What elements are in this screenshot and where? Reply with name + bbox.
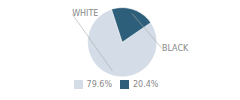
svg-text:WHITE: WHITE <box>72 9 98 18</box>
html-text:20.4%: 20.4% <box>133 80 159 89</box>
svg-text:BLACK: BLACK <box>162 44 189 53</box>
html-text:79.6%: 79.6% <box>86 80 112 89</box>
